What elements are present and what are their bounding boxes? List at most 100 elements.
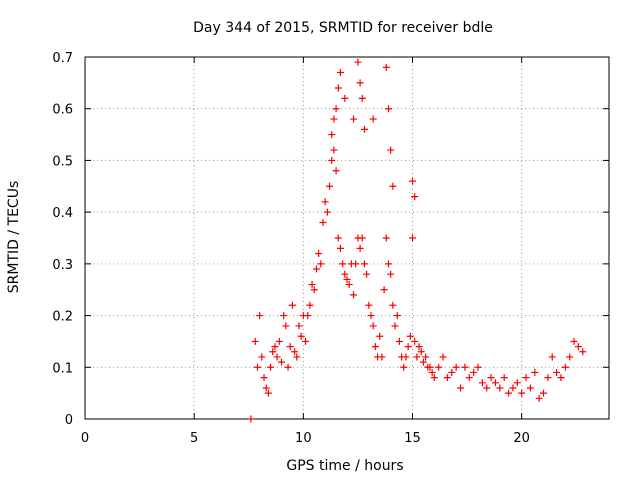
data-point	[336, 69, 344, 77]
data-point	[341, 270, 349, 278]
data-point	[553, 368, 561, 376]
data-point	[284, 363, 292, 371]
data-point	[291, 348, 299, 356]
data-point	[358, 94, 366, 102]
data-point	[382, 234, 390, 242]
data-point	[387, 146, 395, 154]
data-point	[430, 374, 438, 382]
y-tick-label: 0.5	[52, 154, 73, 169]
data-point	[496, 384, 504, 392]
data-point	[345, 281, 353, 289]
data-point	[280, 312, 288, 320]
data-point	[465, 374, 473, 382]
data-point	[326, 182, 334, 190]
data-point	[312, 265, 320, 273]
chart-title: Day 344 of 2015, SRMTID for receiver bdl…	[193, 20, 493, 36]
data-point	[258, 353, 266, 361]
plot-frame	[84, 56, 610, 420]
data-point	[334, 84, 342, 92]
data-point	[378, 353, 386, 361]
data-point	[422, 353, 430, 361]
data-point	[448, 368, 456, 376]
data-point	[367, 312, 375, 320]
data-point	[360, 125, 368, 133]
data-point	[321, 198, 329, 206]
x-tick-label: 0	[81, 431, 89, 446]
data-point	[518, 389, 526, 397]
data-point	[269, 348, 277, 356]
data-point	[470, 368, 478, 376]
data-point	[380, 286, 388, 294]
data-point	[544, 374, 552, 382]
x-tick-label: 10	[295, 431, 312, 446]
data-point	[487, 374, 495, 382]
data-point	[247, 415, 255, 423]
x-tick-label: 20	[513, 431, 530, 446]
data-point	[358, 234, 366, 242]
data-point	[415, 343, 423, 351]
data-point	[304, 312, 312, 320]
data-point	[354, 58, 362, 66]
data-point	[382, 63, 390, 71]
data-point	[411, 337, 419, 345]
data-point	[350, 291, 358, 299]
data-point	[339, 260, 347, 268]
data-point	[406, 332, 414, 340]
data-point	[376, 332, 384, 340]
data-point	[356, 244, 364, 252]
data-point	[579, 348, 587, 356]
data-point	[491, 379, 499, 387]
data-point	[384, 105, 392, 113]
data-point	[400, 363, 408, 371]
data-point	[478, 379, 486, 387]
data-point	[413, 353, 421, 361]
data-point	[350, 115, 358, 123]
data-point	[260, 374, 268, 382]
grid-lines	[84, 56, 609, 420]
data-point	[275, 337, 283, 345]
data-point	[310, 286, 318, 294]
data-point	[443, 374, 451, 382]
data-point	[371, 343, 379, 351]
data-point	[328, 156, 336, 164]
data-point	[428, 368, 436, 376]
data-point	[369, 322, 377, 330]
data-point	[570, 337, 578, 345]
data-point	[336, 244, 344, 252]
data-point	[461, 363, 469, 371]
data-point	[282, 322, 290, 330]
data-point	[328, 131, 336, 139]
data-point	[332, 105, 340, 113]
data-point	[452, 363, 460, 371]
data-point	[264, 389, 272, 397]
data-point	[389, 301, 397, 309]
data-point	[302, 337, 310, 345]
data-point	[505, 389, 513, 397]
data-markers	[247, 58, 587, 423]
y-axis-label: SRMTID / TECUs	[6, 180, 22, 294]
data-point	[330, 146, 338, 154]
data-point	[417, 348, 425, 356]
data-point	[323, 208, 331, 216]
y-tick-label: 0.7	[52, 51, 73, 66]
data-point	[474, 363, 482, 371]
data-point	[341, 94, 349, 102]
data-point	[384, 260, 392, 268]
data-point	[273, 353, 281, 361]
data-point	[352, 260, 360, 268]
data-point	[315, 250, 323, 258]
data-point	[360, 260, 368, 268]
data-point	[363, 270, 371, 278]
data-point	[271, 343, 279, 351]
data-point	[509, 384, 517, 392]
data-point	[295, 322, 303, 330]
data-point	[419, 358, 427, 366]
data-point	[332, 167, 340, 175]
data-point	[389, 182, 397, 190]
data-point	[557, 374, 565, 382]
y-tick-label: 0.6	[52, 103, 73, 118]
data-point	[409, 234, 416, 242]
data-point	[531, 368, 539, 376]
data-point	[253, 363, 261, 371]
